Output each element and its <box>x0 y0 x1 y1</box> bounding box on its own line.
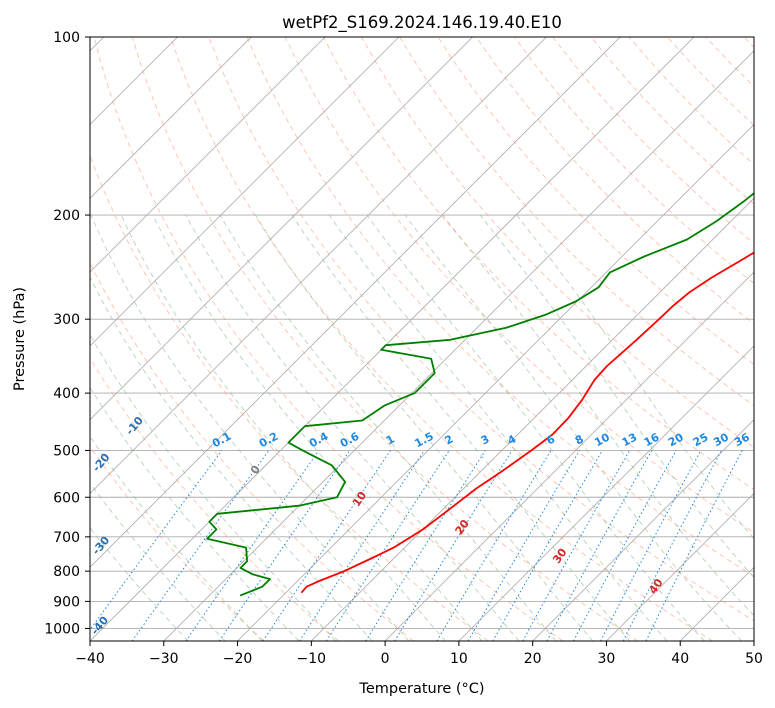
dry-adiabat <box>90 357 339 641</box>
dry-adiabat <box>361 37 754 448</box>
x-tick-label: 20 <box>524 651 542 667</box>
isotherm-line <box>163 50 754 641</box>
isotherm-line <box>458 345 754 641</box>
y-tick-label: 700 <box>53 530 80 546</box>
contour-label: 13 <box>620 431 640 450</box>
dry-adiabat <box>131 37 639 641</box>
y-tick-label: 400 <box>53 386 80 402</box>
x-axis-ticks: −40 −30 −20 −10 0 10 20 30 40 50 <box>75 641 763 667</box>
dry-adiabat <box>399 37 754 407</box>
contour-label: 16 <box>642 430 662 449</box>
plot-background <box>90 37 754 641</box>
isotherm-line <box>90 37 621 568</box>
isotherm-line <box>90 37 695 641</box>
isotherm-line <box>532 419 754 641</box>
x-tick-label: 40 <box>671 651 689 667</box>
y-tick-label: 100 <box>53 30 80 46</box>
isotherm-line <box>753 640 754 641</box>
moist-adiabat <box>185 214 520 641</box>
contour-label: 10 <box>592 430 612 449</box>
series-lines <box>206 192 754 597</box>
moist-adiabat <box>219 214 557 641</box>
dry-adiabat <box>90 154 489 641</box>
moist-adiabat <box>366 214 705 641</box>
chart-title: wetPf2_S169.2024.146.19.40.E10 <box>282 13 562 33</box>
y-tick-label: 200 <box>53 208 80 224</box>
moist-adiabat <box>90 276 373 641</box>
moist-adiabat <box>90 214 410 641</box>
x-axis-label: Temperature (°C) <box>358 681 484 697</box>
dry-adiabat <box>93 37 564 641</box>
y-tick-label: 900 <box>53 594 80 610</box>
isotherm-line <box>90 37 473 421</box>
mixing-ratio-line <box>90 450 223 631</box>
moist-adiabat <box>152 214 483 641</box>
x-tick-label: 0 <box>381 651 390 667</box>
dry-adiabat <box>246 37 754 577</box>
contour-label: 25 <box>691 431 711 450</box>
isotherm-line <box>90 37 400 347</box>
x-tick-label: −20 <box>223 651 253 667</box>
isotherm-line <box>237 124 754 641</box>
dewpoint-line <box>206 192 754 597</box>
y-tick-label: 300 <box>53 312 80 328</box>
moist-adiabat <box>404 214 743 641</box>
mixing-ratio-line <box>394 450 513 641</box>
mixing-ratio-line <box>218 450 351 641</box>
isotherm-line <box>384 271 754 641</box>
isotherm-line <box>90 37 326 273</box>
isotherm-line <box>90 37 547 494</box>
x-tick-label: 50 <box>745 651 763 667</box>
dry-adiabat <box>475 37 754 325</box>
x-tick-label: −40 <box>75 651 105 667</box>
x-tick-label: 10 <box>450 651 468 667</box>
isotherm-line <box>90 37 252 199</box>
mixing-ratio-line <box>131 450 270 641</box>
moist-adiabat <box>90 386 300 641</box>
y-tick-label: 800 <box>53 564 80 580</box>
grid-lines <box>90 37 754 641</box>
contour-label: 36 <box>732 430 752 449</box>
temperature-line <box>300 251 754 594</box>
mixing-ratio-line <box>185 450 320 641</box>
mixing-ratio-line <box>522 450 631 641</box>
mixing-ratio-line <box>262 450 392 641</box>
moist-adiabat <box>328 214 668 641</box>
mixing-ratio-line <box>573 450 677 641</box>
isotherm-line <box>606 492 754 641</box>
dry-adiabat <box>208 37 754 622</box>
moist-adiabat <box>90 333 336 641</box>
mixing-ratio-line <box>299 450 425 641</box>
x-tick-label: 30 <box>598 651 616 667</box>
plot-frame <box>89 36 755 642</box>
y-tick-label: 600 <box>53 490 80 506</box>
moist-adiabat <box>479 214 754 579</box>
mixing-ratio-line <box>325 450 450 641</box>
x-tick-label: −10 <box>297 651 327 667</box>
contour-label: 20 <box>666 430 686 449</box>
contour-label: 30 <box>711 430 731 449</box>
y-axis-label: Pressure (hPa) <box>12 287 28 391</box>
mixing-ratio-line <box>645 450 743 641</box>
moist-adiabat <box>120 214 446 641</box>
x-tick-label: −30 <box>149 651 179 667</box>
dry-adiabat <box>90 262 414 641</box>
y-axis-ticks: 100 200 300 400 500 600 700 800 900 1000 <box>44 30 90 637</box>
y-tick-label: 500 <box>53 443 80 459</box>
moist-adiabat <box>516 214 754 540</box>
y-tick-label: 1000 <box>44 621 80 637</box>
moist-adiabat <box>255 214 594 641</box>
dry-adiabat <box>514 37 754 285</box>
mixing-ratio-line <box>622 450 722 641</box>
mixing-ratio-line <box>546 450 653 641</box>
dry-adiabat <box>170 37 713 641</box>
